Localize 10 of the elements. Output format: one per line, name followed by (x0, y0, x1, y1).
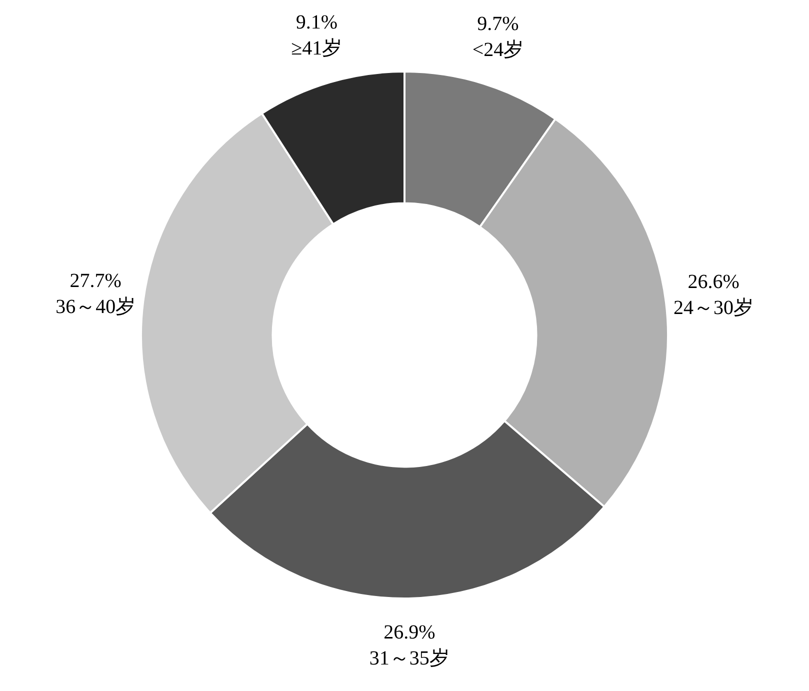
data-label: 26.9% (384, 622, 436, 644)
data-label: 9.7% (477, 13, 519, 36)
slice-label: 24～30岁 (674, 297, 754, 320)
data-label: 9.1% (296, 11, 338, 34)
slice-label: ≥41岁 (291, 37, 342, 60)
data-label: 26.6% (688, 271, 740, 294)
data-label: 27.7% (70, 270, 122, 292)
slice-label: 36～40岁 (56, 296, 136, 318)
slice-label: <24岁 (472, 39, 524, 62)
slice-label: 31～35岁 (369, 648, 450, 670)
